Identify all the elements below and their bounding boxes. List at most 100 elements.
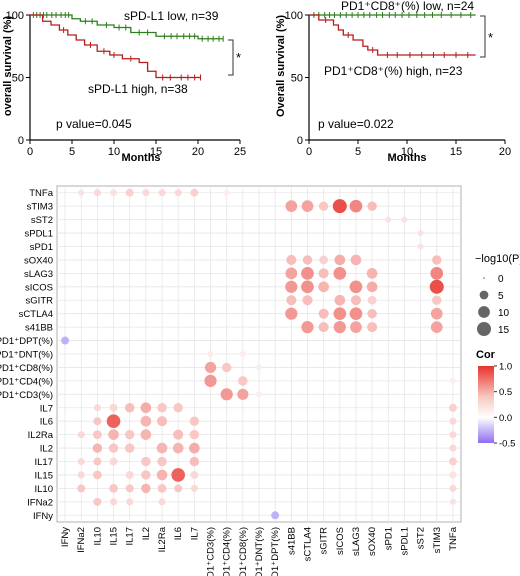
- bubble-dot: [285, 280, 298, 293]
- bubble-dot: [77, 484, 86, 493]
- bubble-dot: [417, 243, 424, 250]
- bubble-dot: [141, 483, 151, 494]
- bubble-dot: [301, 321, 314, 334]
- bubble-row-label: IL7: [40, 403, 53, 414]
- km-x-tick-label: 15: [450, 146, 462, 158]
- bubble-dot: [173, 429, 184, 440]
- bubble-dot: [93, 430, 102, 440]
- bubble-dot: [92, 443, 103, 453]
- bubble-dot: [334, 254, 346, 266]
- bubble-dot: [366, 268, 378, 279]
- bubble-dot: [220, 388, 233, 401]
- bubble-dot: [417, 229, 424, 237]
- bubble-dot: [449, 431, 457, 439]
- bubble-dot: [238, 376, 248, 386]
- bubble-dot: [350, 254, 362, 266]
- km-plot-spdl1: 0 5 10 15 20 25 0 50 100 overall survival (%) Mo…: [2, 9, 246, 164]
- bubble-col-label: IL15: [109, 527, 120, 546]
- km1-y-label: overall survival (%): [2, 16, 14, 117]
- bubble-col-label: IL10: [92, 527, 103, 546]
- bubble-dot: [93, 404, 101, 412]
- bubble-dot: [367, 308, 377, 319]
- bubble-row-label: sTIM3: [27, 202, 53, 213]
- bubble-dot: [430, 267, 444, 280]
- bubble-dot: [333, 267, 347, 280]
- bubble-row-label: PD1⁺DPT(%): [0, 336, 53, 347]
- bubble-row-label: sCTLA4: [19, 309, 53, 320]
- bubble-dot: [124, 403, 135, 413]
- bubble-row-label: sGITR: [26, 296, 54, 307]
- bubble-dot: [125, 484, 134, 493]
- size-legend-label: 15: [498, 325, 510, 336]
- km-x-tick-label: 20: [499, 146, 511, 158]
- bubble-dot: [126, 498, 134, 506]
- bubble-dot: [108, 429, 119, 440]
- bubble-dot: [156, 469, 168, 481]
- bubble-dot: [141, 470, 151, 480]
- color-legend-tick-label: 0.5: [499, 387, 512, 398]
- bubble-dot: [449, 417, 457, 425]
- bubble-dot: [318, 322, 329, 333]
- bubble-dot: [157, 403, 167, 413]
- bubble-col-label: TNFa: [448, 526, 459, 550]
- bubble-row-label: s41BB: [25, 323, 53, 334]
- bubble-dot: [207, 350, 214, 358]
- bubble-dot: [190, 188, 199, 197]
- km2-legend-low: PD1⁺CD8⁺(%) low, n=24: [341, 0, 474, 13]
- bubble-dot: [106, 414, 121, 428]
- bubble-col-label: sLAG3: [351, 527, 362, 556]
- bubble-dot: [140, 415, 152, 427]
- bubble-dot: [141, 456, 151, 467]
- bubble-col-label: IL2Ra: [157, 526, 168, 552]
- bubble-dot: [109, 457, 118, 466]
- color-legend-tick-label: -0.5: [499, 439, 515, 450]
- km-x-tick-label: 5: [355, 146, 361, 158]
- bubble-dot: [449, 377, 456, 384]
- bubble-dot: [255, 364, 263, 371]
- bubble-dot: [77, 457, 85, 466]
- km-x-tick-label: 25: [234, 146, 246, 158]
- bubble-dot: [448, 403, 457, 412]
- km-x-tick-label: 10: [401, 146, 413, 158]
- bubble-dot: [301, 200, 314, 213]
- size-legend-dot: [478, 306, 490, 318]
- bubble-dot: [401, 216, 408, 223]
- size-legend-title: −log10(P): [475, 253, 520, 265]
- size-legend: −log10(P) 0 5 10 15: [475, 253, 520, 336]
- bubble-col-label: IL2: [141, 527, 152, 540]
- km1-x-label: Months: [121, 152, 160, 164]
- bubble-dot: [432, 255, 442, 265]
- size-legend-dot: [477, 322, 491, 336]
- bubble-row-label: sPD1: [30, 242, 53, 253]
- color-legend: Cor 1.0 0.5 0.0 -0.5: [476, 349, 515, 450]
- bubble-dot: [334, 294, 346, 306]
- bubble-dot: [318, 268, 329, 279]
- bubble-dot: [93, 497, 102, 506]
- bubble-dot: [156, 442, 168, 454]
- bubble-dot: [318, 201, 329, 211]
- bubble-dot: [349, 199, 363, 213]
- bubble-dot: [109, 189, 118, 197]
- bubble-dot: [109, 403, 118, 412]
- bubble-dot: [302, 255, 313, 265]
- bubble-row-label: IFNa2: [27, 497, 53, 508]
- km-y-tick-label: 100: [6, 10, 24, 22]
- bubble-col-label: sPD1: [383, 527, 394, 550]
- bubble-dot: [385, 216, 392, 223]
- color-legend-title: Cor: [476, 349, 496, 361]
- color-legend-tick-label: 1.0: [499, 362, 512, 373]
- bubble-dot: [286, 295, 297, 306]
- bubble-dot: [124, 443, 135, 453]
- bubble-dot: [221, 362, 232, 373]
- size-legend-dot: [483, 277, 485, 279]
- bubble-col-label: PD1⁺DNT(%): [254, 527, 265, 576]
- size-legend-label: 10: [498, 308, 510, 319]
- km-plot-pd1cd8: 0 5 10 15 20 0 50 100 Overall survival (%) Mont…: [275, 0, 511, 164]
- color-legend-tick-label: 0.0: [499, 413, 512, 424]
- km-y-tick-label: 100: [285, 10, 303, 22]
- bubble-dot: [109, 498, 118, 506]
- km-x-tick-label: 20: [192, 146, 204, 158]
- km1-significance-star: *: [236, 50, 241, 65]
- bubble-row-label: IL15: [35, 470, 54, 481]
